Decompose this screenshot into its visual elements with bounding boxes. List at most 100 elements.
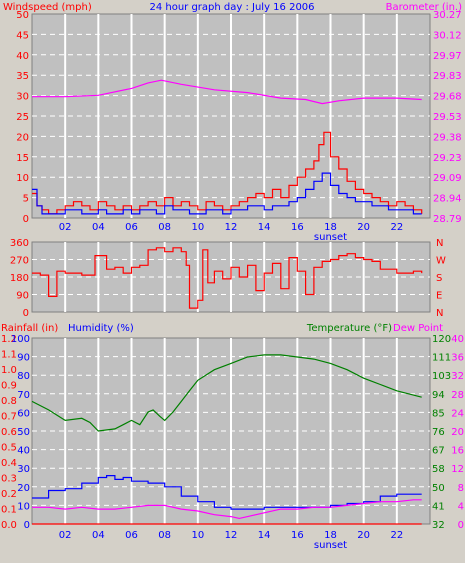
dewpoint-tick-label: 8 bbox=[458, 483, 464, 494]
rain-humidity-tick-labels: 0.0 0.1 0.2 0.3 0.4 0.5 0.6 0.7 0.8 0.9 1.0 1.1 1.2 0… bbox=[1, 334, 30, 531]
x-tick-label: 04 bbox=[92, 222, 105, 233]
y-tick-label: N bbox=[436, 308, 443, 319]
dewpoint-tick-label: 36 bbox=[451, 353, 464, 364]
y-tick-label: 28.79 bbox=[433, 214, 462, 225]
temperature-tick-label: 32 bbox=[432, 520, 445, 531]
dewpoint-tick-label: 12 bbox=[451, 464, 464, 475]
x-tick-label: 16 bbox=[291, 530, 304, 541]
y-tick-label: 25 bbox=[16, 112, 29, 123]
x-tick-label: 14 bbox=[258, 530, 271, 541]
rainfall-tick-label: 1.1 bbox=[1, 350, 17, 361]
dew-point-axis-label: Dew Point bbox=[393, 323, 443, 334]
y-tick-label: 270 bbox=[10, 256, 29, 267]
wind-barometer-x-tick-labels: 02 04 06 08 10 12 14 16 18 20 22 sunset bbox=[59, 222, 403, 243]
y-tick-label: 15 bbox=[16, 153, 29, 164]
humidity-tick-label: 70 bbox=[17, 390, 30, 401]
x-tick-label: 14 bbox=[258, 222, 271, 233]
dewpoint-tick-label: 16 bbox=[451, 446, 464, 457]
humidity-axis-label: Humidity (%) bbox=[68, 323, 134, 334]
wind-direction-line bbox=[32, 247, 423, 309]
temperature-tick-label: 41 bbox=[432, 501, 445, 512]
wind-average-line bbox=[32, 172, 422, 215]
wind-direction-grid bbox=[32, 242, 430, 312]
y-tick-label: 35 bbox=[16, 71, 29, 82]
temperature-tick-label: 76 bbox=[432, 427, 445, 438]
temperature-tick-label: 94 bbox=[432, 390, 445, 401]
temperature-tick-label: 120 bbox=[432, 334, 451, 345]
y-tick-label: 180 bbox=[10, 273, 29, 284]
rainfall-tick-label: 0.5 bbox=[1, 443, 17, 454]
y-tick-label: 30.12 bbox=[433, 30, 462, 41]
barometer-line bbox=[32, 79, 422, 105]
y-tick-label: 30 bbox=[16, 92, 29, 103]
wind-direction-series bbox=[32, 247, 423, 309]
y-tick-label: 29.09 bbox=[433, 173, 462, 184]
y-tick-label: 50 bbox=[16, 10, 29, 21]
y-tick-label: 30.27 bbox=[433, 10, 462, 21]
windspeed-tick-labels: 0 5 10 15 20 25 30 35 40 45 50 bbox=[16, 10, 29, 225]
humidity-tick-label: 100 bbox=[11, 334, 30, 345]
y-tick-label: 29.38 bbox=[433, 132, 462, 143]
x-tick-label: 02 bbox=[59, 222, 72, 233]
humidity-tick-label: 50 bbox=[17, 427, 30, 438]
y-tick-label: E bbox=[436, 291, 442, 302]
rainfall-tick-label: 0.7 bbox=[1, 412, 17, 423]
dewpoint-tick-label: 40 bbox=[451, 334, 464, 345]
temperature-dewpoint-tick-labels: 32 41 50 58 67 76 85 94 103 111 120 0 4 8 12 16 20 24 28 32… bbox=[432, 334, 464, 531]
humidity-tick-label: 80 bbox=[17, 371, 30, 382]
x-tick-label: 08 bbox=[158, 222, 171, 233]
temperature-line bbox=[31, 354, 422, 432]
dewpoint-tick-label: 32 bbox=[451, 371, 464, 382]
y-tick-label: 29.83 bbox=[433, 71, 462, 82]
y-tick-label: S bbox=[436, 273, 442, 284]
dew-point-line bbox=[32, 499, 422, 520]
dewpoint-tick-label: 20 bbox=[451, 427, 464, 438]
y-tick-label: W bbox=[436, 256, 446, 267]
y-tick-label: 20 bbox=[16, 132, 29, 143]
y-tick-label: 10 bbox=[16, 173, 29, 184]
x-tick-label: 08 bbox=[158, 530, 171, 541]
chart-title: 24 hour graph day : July 16 2006 bbox=[149, 2, 314, 13]
windspeed-axis-label: Windspeed (mph) bbox=[3, 2, 92, 13]
x-tick-label: 06 bbox=[125, 222, 138, 233]
temperature-axis-label: Temperature (°F) bbox=[306, 323, 392, 334]
wind-barometer-grid bbox=[32, 14, 430, 218]
x-tick-label: 20 bbox=[357, 530, 370, 541]
wind-direction-degree-labels: 0 90 180 270 360 bbox=[10, 238, 29, 319]
x-tick-label: 22 bbox=[390, 222, 403, 233]
y-tick-label: 28.94 bbox=[433, 194, 462, 205]
y-tick-label: 90 bbox=[16, 291, 29, 302]
humidity-tick-label: 60 bbox=[17, 408, 30, 419]
x-tick-label: 02 bbox=[59, 530, 72, 541]
wind-barometer-series bbox=[32, 79, 423, 215]
y-tick-label: 360 bbox=[10, 238, 29, 249]
barometer-axis-label: Barometer (in.) bbox=[386, 2, 462, 13]
rainfall-tick-label: 0.4 bbox=[1, 458, 17, 469]
dewpoint-tick-label: 28 bbox=[451, 390, 464, 401]
dewpoint-tick-label: 24 bbox=[451, 408, 464, 419]
sunset-marker-label: sunset bbox=[314, 540, 347, 551]
rain-humidity-temperature-x-tick-labels: 02 04 06 08 10 12 14 16 18 20 22 sunset bbox=[59, 530, 403, 551]
rainfall-tick-label: 0.0 bbox=[1, 520, 17, 531]
x-tick-label: 04 bbox=[92, 530, 105, 541]
x-tick-label: 12 bbox=[225, 222, 238, 233]
humidity-line bbox=[32, 475, 422, 510]
y-tick-label: 0 bbox=[23, 214, 29, 225]
rainfall-tick-label: 0.6 bbox=[1, 427, 17, 438]
temperature-tick-label: 85 bbox=[432, 408, 445, 419]
rainfall-tick-label: 0.9 bbox=[1, 381, 17, 392]
y-tick-label: 29.23 bbox=[433, 153, 462, 164]
y-tick-label: 5 bbox=[23, 194, 29, 205]
y-tick-label: 40 bbox=[16, 51, 29, 62]
humidity-tick-label: 20 bbox=[17, 483, 30, 494]
temperature-tick-label: 67 bbox=[432, 446, 445, 457]
x-tick-label: 22 bbox=[390, 530, 403, 541]
y-tick-label: 45 bbox=[16, 30, 29, 41]
temperature-tick-label: 111 bbox=[432, 353, 451, 364]
x-tick-label: 18 bbox=[324, 222, 337, 233]
dewpoint-tick-label: 0 bbox=[458, 520, 464, 531]
temperature-tick-label: 103 bbox=[432, 371, 451, 382]
rainfall-tick-label: 1.0 bbox=[1, 365, 17, 376]
rainfall-tick-label: 0.1 bbox=[1, 505, 17, 516]
